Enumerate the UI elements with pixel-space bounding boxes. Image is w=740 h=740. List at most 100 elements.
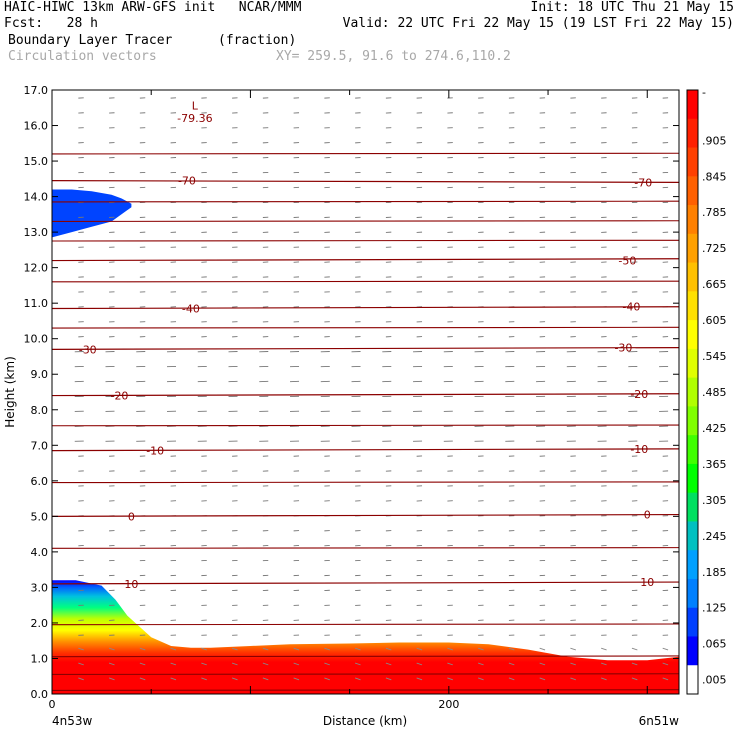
circulation-vectors — [74, 97, 669, 681]
colorbar-swatch — [687, 118, 698, 149]
colorbar-label: .365 — [702, 458, 727, 471]
tracer-fill — [52, 189, 679, 694]
colorbar-swatch — [687, 377, 698, 407]
circulation-vector — [139, 647, 146, 651]
y-tick-label: 5.0 — [31, 510, 49, 523]
contour-label: 0 — [644, 509, 651, 522]
y-tick-label: 6.0 — [31, 475, 49, 488]
colorbar-swatch — [687, 492, 698, 522]
circulation-vector — [324, 677, 330, 681]
y-tick-label: 1.0 — [31, 652, 49, 665]
circulation-vector — [262, 647, 269, 651]
header-model-line: HAIC-HIWC 13km ARW-GFS init NCAR/MMM — [4, 0, 302, 15]
circulation-vector — [170, 662, 177, 666]
circulation-vector — [139, 677, 146, 681]
y-tick-label: 2.0 — [31, 617, 49, 630]
temperature-contours: 10 10 0 0 -10 -10 -20 -20 -30 -30 -40 -40 -50 -70 -70 L… — [52, 100, 679, 691]
temperature-contour — [52, 280, 679, 283]
circulation-vector — [385, 662, 392, 666]
circulation-vector — [201, 662, 207, 666]
plot-frame — [51, 89, 680, 695]
temperature-contour — [52, 623, 679, 626]
y-tick-label: 4.0 — [31, 546, 49, 559]
circulation-vector — [354, 662, 361, 666]
colorbar-swatch — [687, 348, 698, 379]
colorbar-label: .845 — [702, 170, 727, 183]
colorbar-swatch — [687, 291, 698, 321]
colorbar-label: .485 — [702, 386, 727, 399]
y-axis-label: Height (km) — [3, 356, 17, 427]
colorbar-label: .785 — [702, 206, 727, 219]
contour-label: -70 — [634, 176, 652, 189]
y-tick-label: 15.0 — [24, 155, 49, 168]
contour-label: -20 — [630, 388, 648, 401]
y-tick-label: 3.0 — [31, 581, 49, 594]
y-tick-label: 8.0 — [31, 404, 49, 417]
y-tick-label: 11.0 — [24, 297, 49, 310]
circulation-vector — [385, 677, 392, 681]
colorbar-label: .545 — [702, 350, 727, 363]
field-units: (fraction) — [218, 33, 297, 48]
x-axis-label: Distance (km) — [323, 714, 407, 728]
contour-label: -70 — [178, 175, 196, 188]
colorbar-label: .725 — [702, 242, 727, 255]
x-axis: 0 200 — [49, 90, 648, 711]
colorbar-label: - — [702, 86, 706, 99]
low-marker: L — [192, 100, 199, 113]
temperature-contour — [52, 200, 679, 203]
temperature-contour — [52, 239, 679, 242]
circulation-vector — [539, 677, 546, 681]
colorbar-swatch — [687, 521, 698, 551]
circulation-vector — [201, 647, 207, 651]
temperature-contour--70 — [52, 180, 679, 183]
temperature-contour — [52, 673, 679, 676]
tracer-surface-layer — [52, 580, 679, 694]
circulation-vector — [324, 662, 330, 666]
circulation-vector — [293, 662, 300, 666]
temperature-contour — [52, 424, 679, 427]
circulation-vector — [170, 677, 177, 681]
circulation-vector — [293, 677, 300, 681]
y-tick-label: 10.0 — [24, 333, 49, 346]
circulation-vector — [631, 647, 638, 651]
endpoint-left: 4n53w — [52, 714, 93, 728]
colorbar-swatch — [687, 435, 698, 465]
colorbar-swatch — [687, 578, 698, 609]
circulation-vector — [416, 677, 423, 681]
y-tick-label: 9.0 — [31, 368, 49, 381]
circulation-vector — [539, 662, 546, 666]
temperature-contour — [52, 152, 679, 155]
x-tick-label: 0 — [49, 698, 56, 711]
endpoint-right: 6n51w — [639, 714, 680, 728]
colorbar-label: .905 — [702, 134, 727, 147]
header-valid-time: Valid: 22 UTC Fri 22 May 15 (19 LST Fri … — [342, 16, 734, 31]
circulation-vector — [416, 647, 423, 651]
temperature-contour-10 — [52, 581, 679, 585]
header-init-time: Init: 18 UTC Thu 21 May 15 — [530, 0, 735, 15]
y-tick-label: 12.0 — [24, 262, 49, 275]
colorbar-swatch — [687, 147, 698, 177]
colorbar-swatch — [687, 607, 698, 637]
circulation-vector — [108, 677, 115, 681]
vectors-label: Circulation vectors — [8, 49, 157, 64]
y-tick-label: 0.0 — [31, 688, 49, 701]
low-value: -79.36 — [177, 112, 212, 125]
colorbar-frame — [686, 89, 699, 695]
temperature-contour — [52, 547, 679, 549]
circulation-vector — [601, 662, 607, 666]
circulation-vector — [570, 677, 576, 681]
circulation-vector — [201, 677, 207, 681]
contour-label: -10 — [630, 443, 648, 456]
xy-endpoints-label: XY= 259.5, 91.6 to 274.6,110.2 — [276, 49, 511, 64]
colorbar-swatch — [687, 176, 698, 206]
circulation-vector — [447, 647, 453, 651]
colorbar-label: .005 — [702, 674, 727, 687]
temperature-contour--20 — [52, 393, 679, 397]
circulation-vector — [662, 647, 669, 651]
circulation-vector — [416, 662, 423, 666]
colorbar-swatch — [687, 665, 698, 695]
circulation-vector — [631, 662, 638, 666]
temperature-contour--10 — [52, 448, 679, 452]
y-axis: 0.0 1.0 2.0 3.0 4.0 5.0 6.0 7.0 8.0 9.0 10.0 11.0 12… — [24, 84, 679, 701]
